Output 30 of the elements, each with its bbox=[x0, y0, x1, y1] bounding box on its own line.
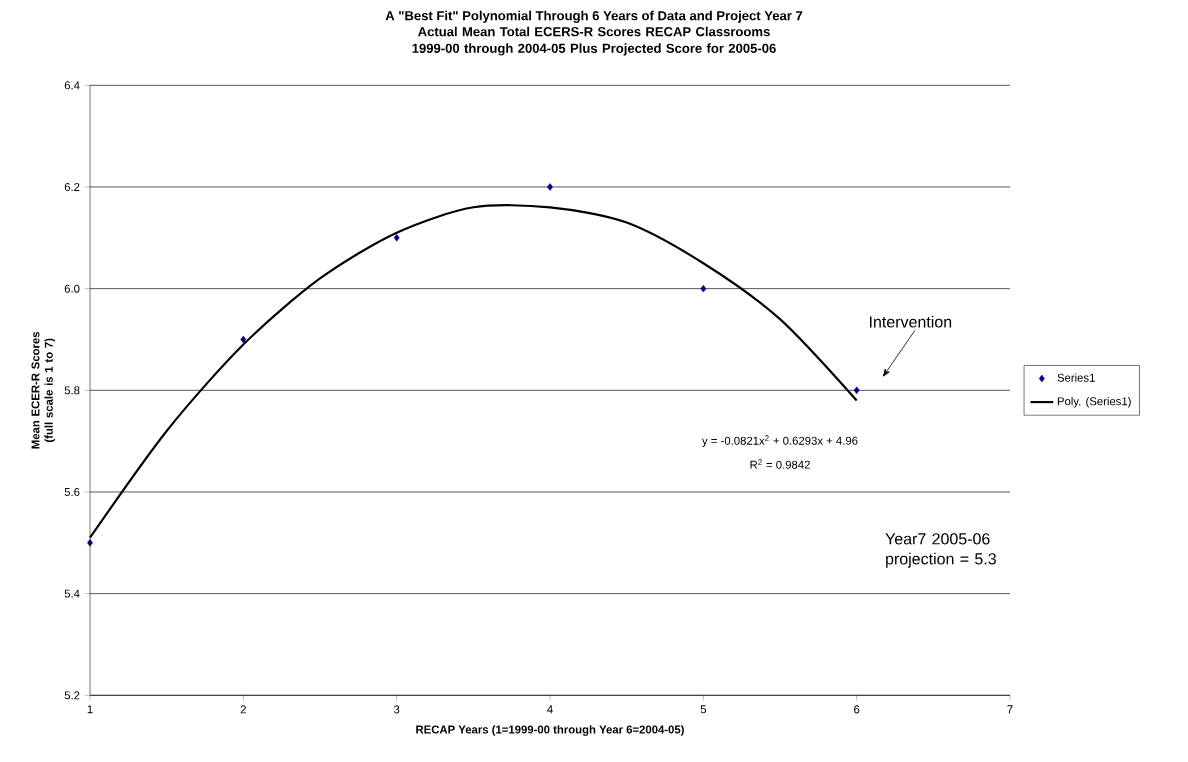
annotation: y = -0.0821x$^{2}$ + 0.6293x + 4.96 bbox=[702, 435, 858, 447]
y-tick-label: 6.0 bbox=[64, 284, 80, 293]
x-tick-label: 4 bbox=[547, 705, 553, 714]
y-tick-label: 5.8 bbox=[64, 386, 80, 395]
x-tick-label: 1 bbox=[87, 705, 93, 714]
point bbox=[853, 386, 860, 395]
chart-title: A "Best Fit" Polynomial Through 6 Years of Data and Project Year 7 bbox=[385, 10, 803, 23]
x-axis-title: RECAP Years (1=1999-00 through Year 6=2004-05) bbox=[416, 725, 684, 736]
point bbox=[87, 539, 93, 547]
x-tick-label: 6 bbox=[854, 705, 860, 714]
annotation: R$^{2}$ = 0.9842 bbox=[750, 459, 810, 469]
point bbox=[240, 335, 247, 344]
annotation: Intervention bbox=[870, 315, 952, 328]
y-tick-label: 6.2 bbox=[64, 182, 80, 191]
annotation: Year7 2005-06 projection = 5.3 bbox=[885, 533, 996, 568]
point bbox=[393, 234, 400, 242]
y-tick-label: 5.2 bbox=[64, 691, 80, 700]
x-tick-label: 2 bbox=[240, 705, 246, 714]
y-tick-label: 5.4 bbox=[64, 589, 80, 598]
point bbox=[547, 183, 553, 191]
x-tick-label: 5 bbox=[700, 705, 707, 714]
x-tick-label: 7 bbox=[1007, 705, 1013, 714]
y-tick-label: 5.6 bbox=[64, 487, 80, 496]
y-axis-title: Mean ECER-R Scores (full scale is 1 to 7) bbox=[31, 331, 56, 449]
x-tick-label: 3 bbox=[393, 705, 400, 714]
legend-label: Poly. (Series1) bbox=[1057, 396, 1131, 408]
point bbox=[700, 284, 707, 293]
y-tick-label: 6.4 bbox=[64, 81, 80, 90]
legend-label: Series1 bbox=[1057, 373, 1095, 382]
chart-subtitle: Actual Mean Total ECERS-R Scores RECAP Classrooms 1999-00 through 2004-05 Plus Projected Score for 2005-06 bbox=[412, 26, 776, 56]
